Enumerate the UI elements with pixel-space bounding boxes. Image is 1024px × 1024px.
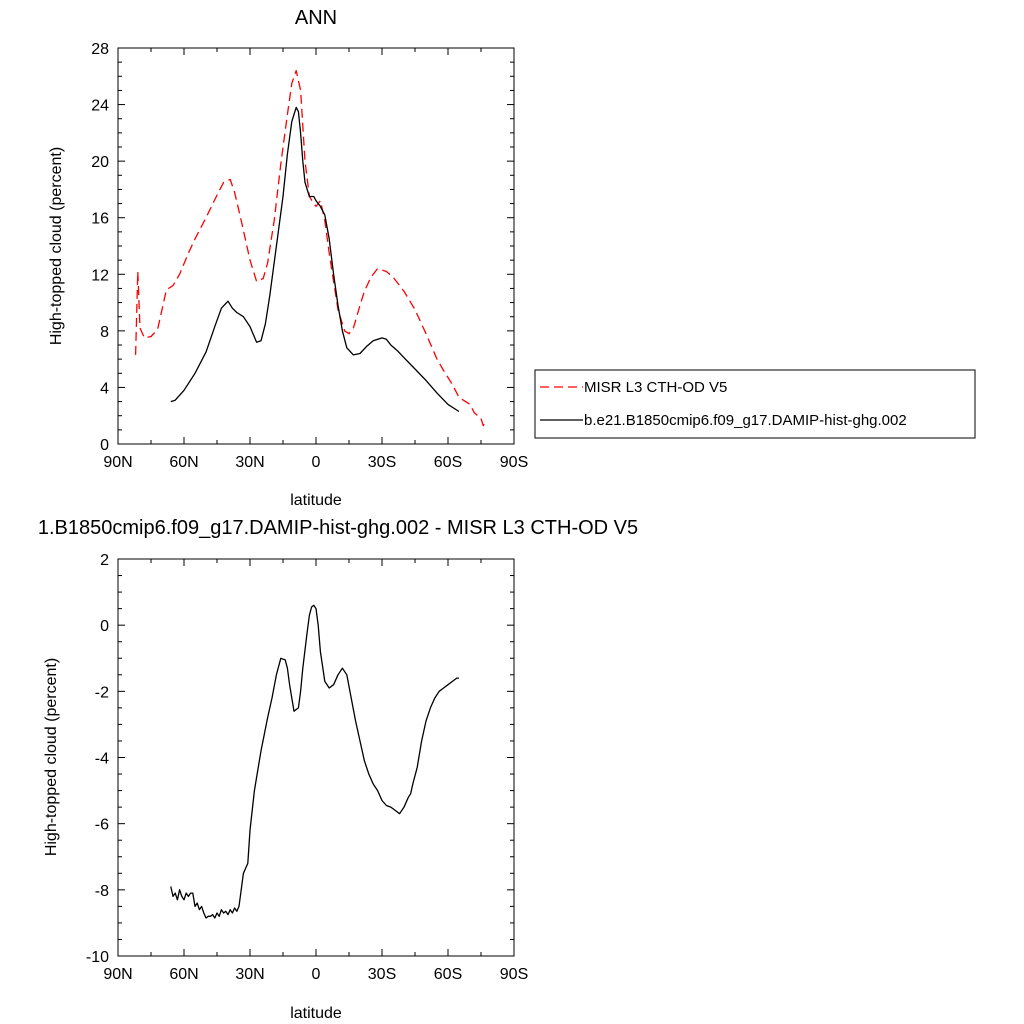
x-tick-label: 0 [312,966,321,983]
y-tick-label: 0 [100,618,109,635]
x-tick-label: 30N [235,454,264,471]
chart-annual-zonal-mean: ANN 90N 60N 30N 0 30S 60S 90S 0 4 8 12 16 20 24 28 lat… [48,7,976,509]
y-tick-label: -2 [95,684,109,701]
x-tick-label: 60S [434,454,462,471]
series-line-misr-l3-cth-od-v5 [134,69,486,427]
legend-entry-model: b.e21.B1850cmip6.f09_g17.DAMIP-hist-ghg.… [584,412,907,429]
x-tick-label: 90S [500,966,528,983]
series-line-difference [170,604,459,919]
y-tick-label: 20 [91,154,109,171]
y-tick-label: 24 [91,98,109,115]
y-tick-label: 2 [100,552,109,569]
chart-title: 1.B1850cmip6.f09_g17.DAMIP-hist-ghg.002 … [38,517,638,539]
y-tick-label: -6 [95,817,109,834]
x-tick-label: 60N [169,454,198,471]
y-tick-label: -4 [95,751,109,768]
x-tick-label: 60N [169,966,198,983]
chart-difference: 1.B1850cmip6.f09_g17.DAMIP-hist-ghg.002 … [38,517,638,1022]
y-tick-label: -8 [95,883,109,900]
legend-entry-misr: MISR L3 CTH-OD V5 [584,379,727,396]
x-tick-label: 30S [368,966,396,983]
y-axis-label: High-topped cloud (percent) [48,147,65,345]
legend: MISR L3 CTH-OD V5 b.e21.B1850cmip6.f09_g… [534,369,976,439]
x-tick-label: 30N [235,966,264,983]
y-axis-label: High-topped cloud (percent) [43,658,60,856]
plot-area: 90N 60N 30N 0 30S 60S 90S -10 -8 -6 -4 -2 0 2 [86,552,528,983]
series-line-b-e21-b1850cmip6-f09-g17-damip-hist-ghg-002 [170,106,460,413]
x-tick-label: 0 [312,454,321,471]
y-tick-label: 12 [91,267,109,284]
y-tick-label: 4 [100,380,109,397]
chart-title: ANN [295,7,337,29]
y-tick-label: 8 [100,324,109,341]
plot-frame [117,558,515,957]
x-tick-label: 90S [500,454,528,471]
y-tick-label: 28 [91,41,109,58]
plot-area: 90N 60N 30N 0 30S 60S 90S 0 4 8 12 16 20 24 28 [91,41,528,471]
y-tick-label: 0 [100,437,109,454]
x-axis-label: latitude [290,492,342,509]
x-axis-label: latitude [290,1005,342,1022]
x-tick-label: 90N [103,454,132,471]
legend-box [534,369,976,439]
x-tick-label: 60S [434,966,462,983]
y-tick-label: -10 [86,949,109,966]
x-tick-label: 30S [368,454,396,471]
y-tick-label: 16 [91,211,109,228]
x-tick-label: 90N [103,966,132,983]
plot-frame [117,47,515,445]
